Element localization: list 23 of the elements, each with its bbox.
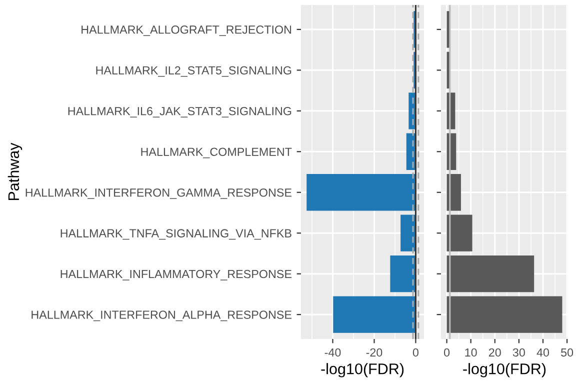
bar xyxy=(446,296,562,333)
y-axis-title: Pathway xyxy=(8,142,22,200)
y-tick-label: HALLMARK_INTERFERON_ALPHA_RESPONSE xyxy=(32,310,292,322)
bar xyxy=(446,256,534,292)
x-axis-title: -log10(FDR) xyxy=(463,363,546,378)
y-tick-label: HALLMARK_COMPLEMENT xyxy=(141,148,292,158)
x-tick-label: -20 xyxy=(366,348,382,357)
x-axis-title: -log10(FDR) xyxy=(321,363,404,378)
x-tick-label: 0 xyxy=(444,348,450,357)
x-tick-label: 30 xyxy=(512,348,525,357)
bar xyxy=(446,214,472,252)
y-tick-label: HALLMARK_INTERFERON_GAMMA_RESPONSE xyxy=(26,188,292,199)
x-tick-label: 50 xyxy=(561,348,574,357)
y-tick-label: HALLMARK_TNFA_SIGNALING_VIA_NFKB xyxy=(60,229,292,240)
x-tick-label: 0 xyxy=(412,348,418,357)
x-tick-label: 40 xyxy=(536,348,550,357)
y-tick-label: HALLMARK_IL6_JAK_STAT3_SIGNALING xyxy=(68,106,292,118)
y-tick-label: HALLMARK_INFLAMMATORY_RESPONSE xyxy=(60,270,292,280)
x-tick-label: 20 xyxy=(488,348,501,357)
y-tick-label: HALLMARK_IL2_STAT5_SIGNALING xyxy=(96,66,292,77)
x-tick-label: -40 xyxy=(324,348,341,357)
y-tick-label: HALLMARK_ALLOGRAFT_REJECTION xyxy=(82,26,292,36)
x-tick-label: 10 xyxy=(465,348,477,357)
